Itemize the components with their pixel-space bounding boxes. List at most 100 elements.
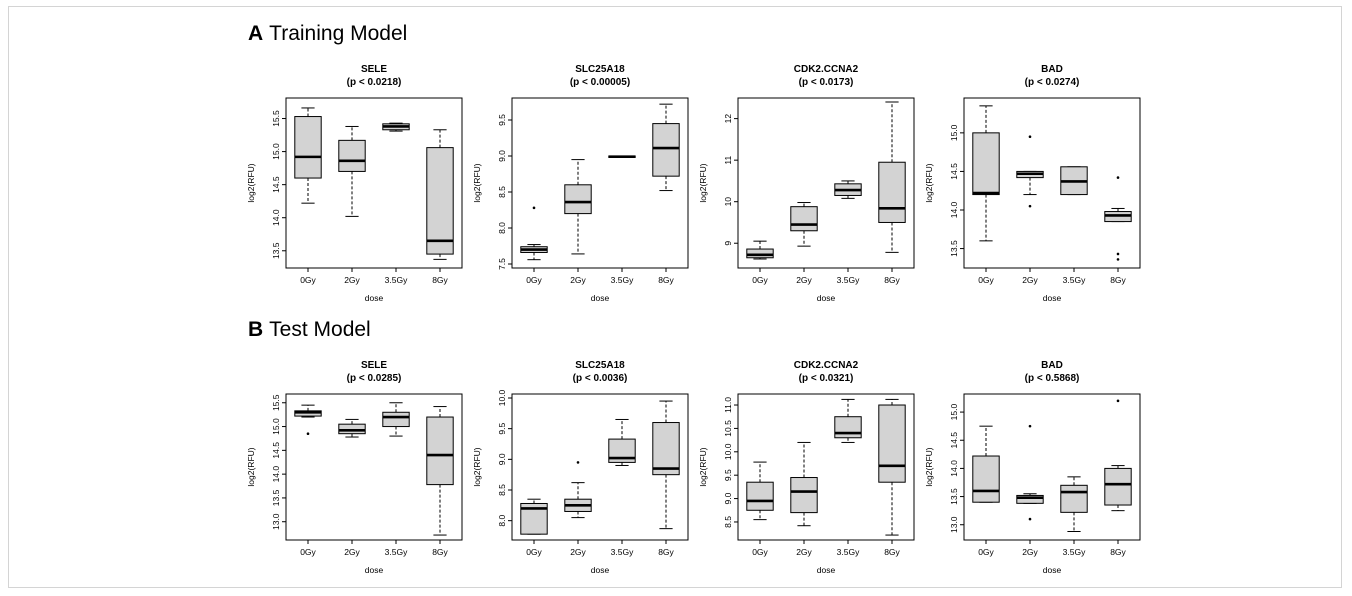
box-3-5gy (1060, 166, 1088, 196)
plot-b-bad: BAD (p < 0.5868) 13.0 13.5 14.0 14.5 15.0 log2(… (924, 360, 1141, 575)
x-tick-label: 8Gy (658, 547, 674, 557)
y-tick-label: 15.0 (949, 124, 959, 141)
y-tick-label: 10.5 (723, 420, 733, 437)
y-tick-label: 9.5 (497, 422, 507, 434)
x-axis-label: dose (591, 565, 610, 575)
plot-subtitle: (p < 0.0173) (799, 77, 854, 88)
x-tick-label: 8Gy (432, 547, 448, 557)
iqr-box (972, 455, 1000, 503)
plot-b-cdk2-ccna2: CDK2.CCNA2 (p < 0.0321) 8.5 9.0 9.5 10.0 10.5 1… (698, 360, 915, 575)
x-tick-label: 2Gy (344, 275, 360, 285)
box-3-5gy (608, 418, 636, 466)
y-tick-label: 9.0 (497, 453, 507, 465)
plot-subtitle: (p < 0.0321) (799, 373, 854, 384)
y-tick-label: 9.0 (723, 492, 733, 504)
y-tick-label: 10 (723, 197, 733, 207)
outlier-point (1028, 135, 1032, 139)
y-tick-label: 9.0 (497, 150, 507, 162)
x-tick-label: 0Gy (300, 547, 316, 557)
box-3-5gy (834, 398, 862, 443)
y-tick-label: 7.5 (497, 258, 507, 270)
iqr-box (382, 411, 410, 428)
y-tick-label: 15.0 (271, 418, 281, 435)
box-2gy (338, 125, 366, 217)
y-tick-label: 13.0 (271, 513, 281, 530)
x-axis-label: dose (365, 293, 384, 303)
y-axis-label: log2(RFU) (472, 447, 482, 486)
box-2gy (564, 159, 592, 255)
y-tick-label: 8.0 (497, 222, 507, 234)
plot-subtitle: (p < 0.0036) (573, 373, 628, 384)
x-tick-label: 8Gy (884, 547, 900, 557)
plot-title: SLC25A18 (575, 64, 625, 75)
panel-b-heading: B Test Model (248, 318, 371, 342)
x-tick-label: 8Gy (658, 275, 674, 285)
box-3-5gy (382, 402, 410, 437)
plot-a-bad: BAD (p < 0.0274) 13.5 14.0 14.5 15.0 log2(RFU)… (924, 64, 1141, 303)
plot-title: BAD (1041, 64, 1063, 75)
box-0gy (520, 206, 548, 261)
outlier-point (1116, 176, 1120, 179)
iqr-box (790, 477, 818, 514)
iqr-box (564, 184, 592, 215)
x-axis-label: dose (1043, 293, 1062, 303)
box-2gy (1016, 424, 1044, 521)
box-8gy (878, 101, 906, 253)
y-tick-label: 9 (723, 241, 733, 246)
iqr-box (790, 206, 818, 232)
x-tick-label: 3.5Gy (1063, 547, 1086, 557)
y-tick-label: 13.5 (949, 240, 959, 257)
x-tick-label: 0Gy (978, 547, 994, 557)
plot-title: BAD (1041, 360, 1063, 371)
x-tick-label: 2Gy (796, 547, 812, 557)
iqr-box (972, 132, 1000, 196)
panel-a-title: Training Model (269, 22, 408, 45)
y-tick-label: 9.5 (497, 114, 507, 126)
outlier-point (532, 206, 536, 210)
x-tick-label: 0Gy (300, 275, 316, 285)
x-tick-label: 3.5Gy (837, 547, 860, 557)
outlier-point (1028, 424, 1032, 428)
box-0gy (520, 498, 548, 535)
x-tick-label: 8Gy (1110, 275, 1126, 285)
plot-area-border (737, 393, 915, 541)
plot-title: CDK2.CCNA2 (794, 360, 859, 371)
outlier-point (1116, 399, 1120, 403)
box-2gy (790, 441, 818, 527)
y-axis-label: log2(RFU) (698, 447, 708, 486)
iqr-box (426, 147, 454, 255)
plot-title: SELE (361, 64, 387, 75)
y-axis-label: log2(RFU) (698, 163, 708, 202)
x-tick-label: 3.5Gy (837, 275, 860, 285)
outlier-point (1028, 204, 1032, 208)
box-8gy (1104, 399, 1132, 512)
x-tick-label: 2Gy (1022, 275, 1038, 285)
box-0gy (972, 105, 1000, 242)
plot-b-slc25a18: SLC25A18 (p < 0.0036) 8.0 8.5 9.0 9.5 10.0 log2… (472, 360, 689, 575)
iqr-box (1016, 494, 1044, 504)
plot-a-sele: SELE (p < 0.0218) 13.5 14.0 14.5 15.0 15.5 log2… (246, 64, 463, 303)
y-tick-label: 9.5 (723, 469, 733, 481)
x-tick-label: 2Gy (570, 275, 586, 285)
y-tick-label: 12 (723, 114, 733, 124)
box-8gy (426, 406, 454, 536)
x-tick-label: 8Gy (1110, 547, 1126, 557)
y-tick-label: 15.5 (271, 110, 281, 127)
y-tick-label: 14.0 (949, 460, 959, 477)
outlier-point (1116, 252, 1120, 256)
y-tick-label: 14.5 (271, 442, 281, 459)
plot-title: CDK2.CCNA2 (794, 64, 859, 75)
iqr-box (878, 404, 906, 483)
y-tick-label: 14.0 (949, 201, 959, 218)
y-tick-label: 13.5 (271, 489, 281, 506)
y-axis-label: log2(RFU) (246, 163, 256, 202)
iqr-box (426, 416, 454, 486)
iqr-box (652, 422, 680, 476)
x-tick-label: 0Gy (526, 275, 542, 285)
box-2gy (1016, 135, 1044, 208)
plot-b-sele: SELE (p < 0.0285) 13.0 13.5 14.0 14.5 15.0 15.5… (246, 360, 463, 575)
box-0gy (294, 404, 322, 435)
y-axis-label: log2(RFU) (924, 163, 934, 202)
y-tick-label: 14.5 (949, 432, 959, 449)
x-tick-label: 2Gy (344, 547, 360, 557)
